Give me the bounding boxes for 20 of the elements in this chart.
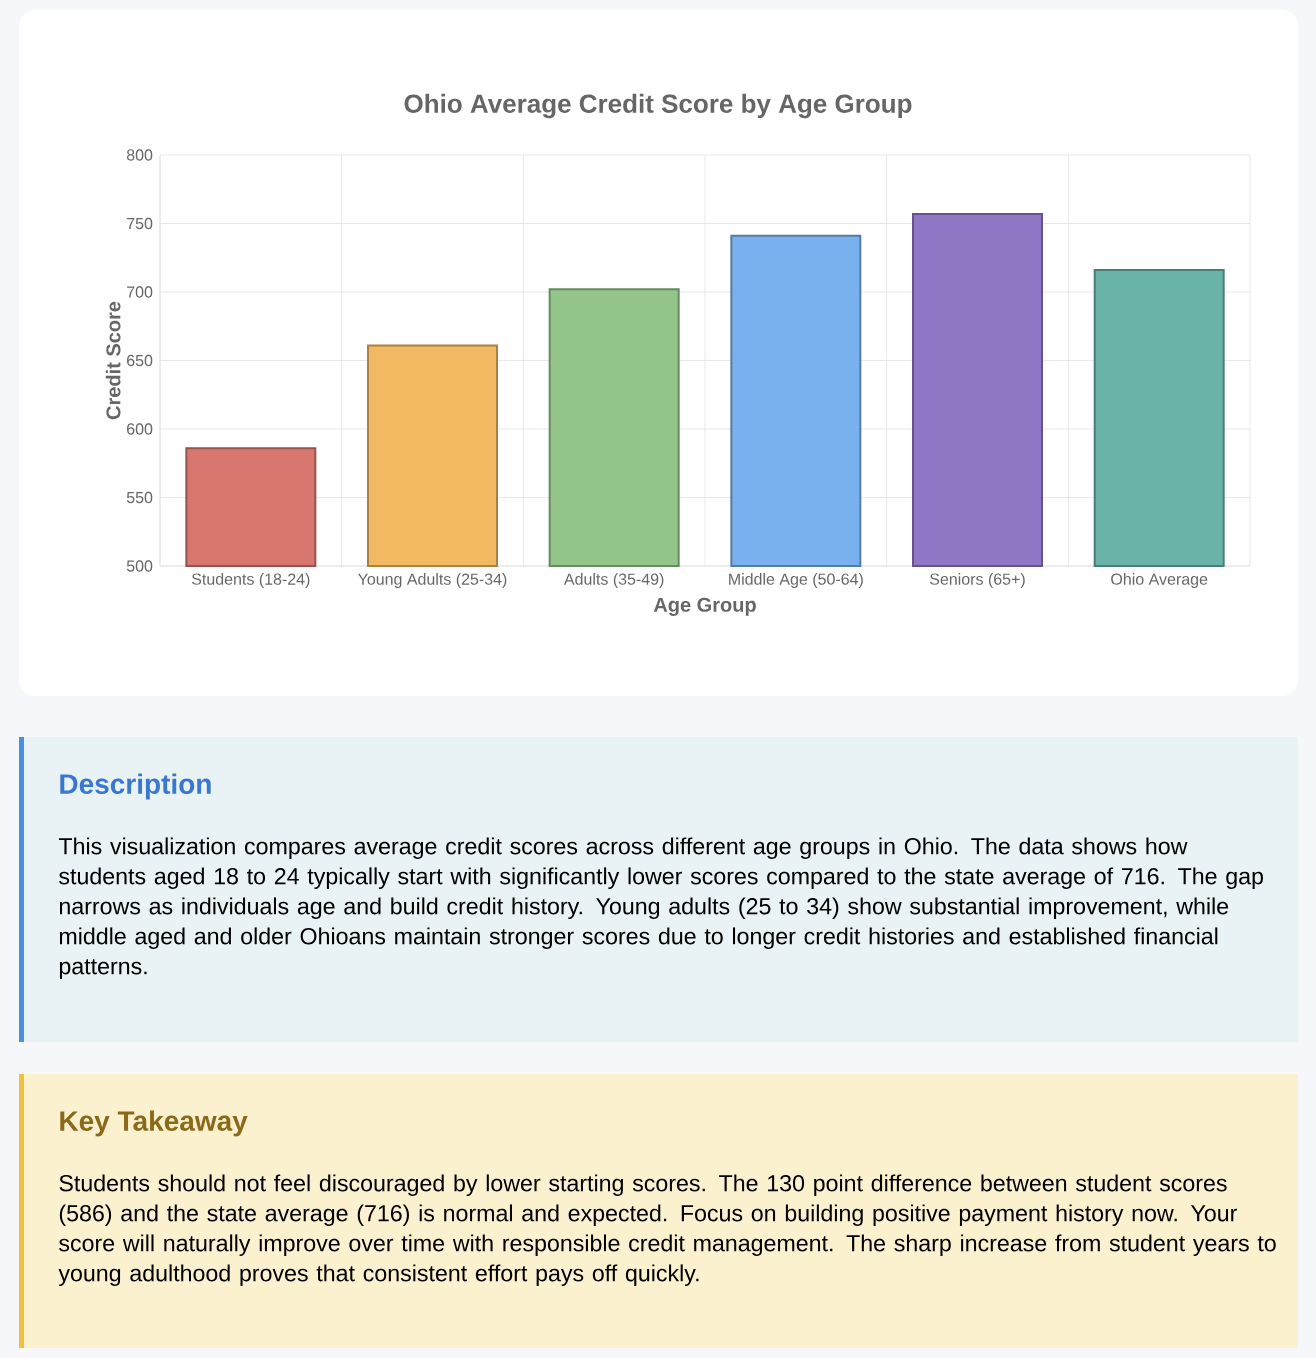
x-tick-label: Young Adults (25-34): [357, 573, 507, 588]
y-tick-label: 550: [126, 491, 153, 504]
x-tick-label: Seniors (65+): [929, 573, 1025, 588]
y-tick-label: 700: [127, 286, 153, 298]
y-tick-label: 600: [127, 423, 153, 435]
text: Students should not feel discouraged by lower starting scores. The 130 point difference between student scores (586) and the state average (716) is normal and expected. Focus on building positive payment history now. Your score will naturally improve over time with responsible credit management. The sharp increase from student years to young adulthood proves that consistent effort pays off quickly.: [58, 1174, 1276, 1287]
y-tick-label: 800: [126, 149, 153, 161]
text: Description: [60, 773, 211, 800]
chart-title: Ohio Average Credit Score by Age Group: [404, 93, 912, 119]
text: This visualization compares average credit scores across different age groups in Ohio. The data shows how students aged 18 to 24 typically start with significantly lower scores compared to the state average of 716. The gap narrows as individuals age and build credit history. Young adults (25 to 34) show substantial improvement, while middle aged and older Ohioans maintain stronger scores due to longer credit histories and established financial patterns.: [58, 837, 1263, 980]
y-axis-title: Credit Score: [105, 301, 121, 420]
y-tick-label: 750: [127, 217, 153, 230]
text: Key Takeaway: [60, 1110, 248, 1137]
y-tick-label: 500: [126, 560, 153, 572]
y-tick-label: 650: [127, 354, 153, 367]
x-tick-label: Ohio Average: [1111, 573, 1208, 588]
x-tick-label: Adults (35-49): [563, 573, 664, 588]
x-tick-label: Middle Age (50-64): [729, 573, 863, 588]
x-tick-label: Students (18-24): [191, 573, 310, 588]
x-axis-title: Age Group: [653, 597, 756, 616]
